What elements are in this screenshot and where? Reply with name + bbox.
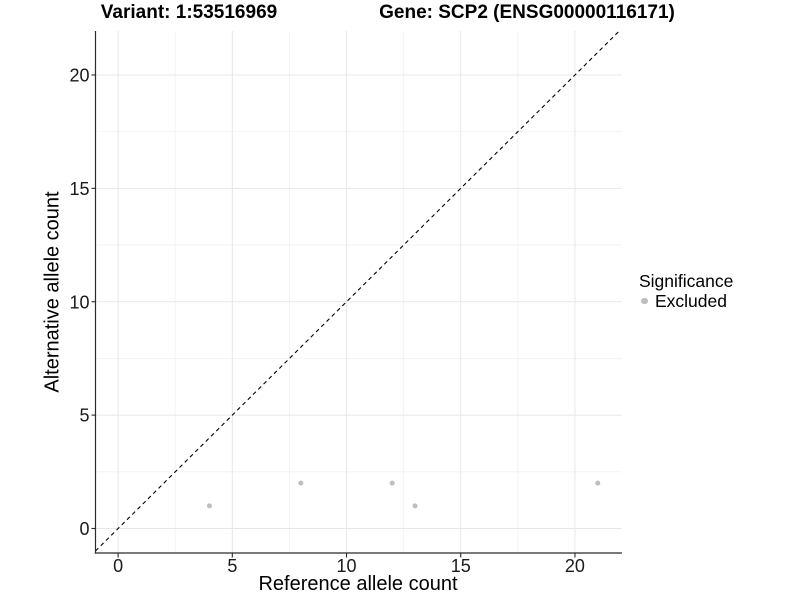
tick-labels: 0 5 10 15 20 0 5 10 15 20: [69, 65, 584, 576]
grid-major: [95, 31, 622, 553]
y-axis-title: Alternative allele count: [41, 191, 64, 393]
legend: Significance Excluded: [636, 270, 734, 311]
y-tick-label: 10: [69, 292, 89, 312]
x-tick-label: 0: [113, 556, 123, 576]
legend-item-label: Excluded: [655, 290, 727, 311]
x-axis-title: Reference allele count: [258, 573, 458, 595]
data-point: [298, 480, 304, 486]
x-tick-label: 20: [565, 556, 585, 576]
data-points: [206, 480, 601, 509]
plot-title-variant: Variant: 1:53516969: [100, 2, 278, 23]
data-point: [412, 503, 418, 509]
y-tick-label: 15: [69, 179, 89, 199]
plot-title-gene: Gene: SCP2 (ENSG00000116171): [379, 2, 675, 23]
data-point: [389, 480, 395, 486]
identity-dashed-line: [95, 30, 620, 552]
x-tick-label: 5: [227, 556, 237, 576]
x-tick-label: 15: [451, 556, 471, 576]
grid-minor: [95, 31, 622, 553]
legend-title: Significance: [639, 271, 734, 291]
tick-marks: [91, 74, 576, 558]
data-point: [595, 480, 601, 486]
legend-point-icon: [641, 297, 648, 305]
y-tick-label: 20: [69, 65, 89, 85]
axes: [94, 31, 622, 554]
y-tick-label: 0: [79, 519, 89, 539]
y-tick-label: 5: [79, 406, 89, 426]
data-point: [206, 503, 212, 509]
legend-item-excluded: Excluded: [641, 290, 733, 311]
x-tick-label: 10: [337, 556, 357, 576]
